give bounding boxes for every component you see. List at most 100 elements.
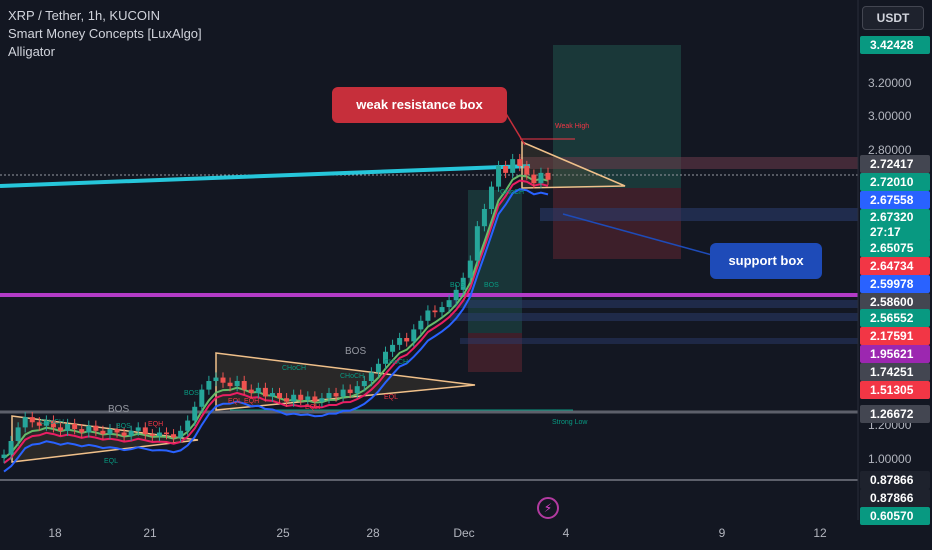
candle-body [347,389,353,394]
x-tick-label: 18 [48,526,62,540]
candle-body [100,430,106,435]
smc-annotation: EQH [305,404,320,411]
smc-annotation: CHoCH [40,419,64,426]
price-label: 2.67558 [860,191,930,209]
candle-body [15,427,21,441]
smc-annotation: BOS [345,346,366,357]
candle-body [531,174,537,184]
candle-body [72,424,78,430]
price-label: 2.58600 [860,293,930,311]
candle-body [213,377,219,381]
y-tick-label: 3.20000 [868,76,912,90]
candle-body [192,406,198,421]
indicator-label-alligator[interactable]: Alligator [8,44,55,59]
alligator-lines [3,174,549,473]
candle-body [114,429,120,433]
candle-body [510,159,516,173]
candles [1,153,551,464]
x-tick-label: 4 [562,526,570,540]
price-label-value: 2.72010 [870,175,914,189]
candle-body [305,396,311,400]
candle-body [368,372,374,381]
candle-body [86,425,92,433]
candle-body [156,432,162,436]
candle-body [121,432,127,436]
candle-body [319,398,325,402]
lightning-icon[interactable]: ⚡ [537,497,559,519]
candle-body [227,382,233,387]
smc-annotation: BOS [184,390,199,397]
smc-annotation: BOS [108,404,129,415]
price-label: 2.72417 [860,155,930,173]
candle-body [163,432,169,435]
smc-annotation: CHoCH [340,373,364,380]
candle-body [65,424,71,431]
candle-body [524,166,530,175]
price-label: 1.95621 [860,345,930,363]
price-label: 1.74251 [860,363,930,381]
candle-body [8,441,14,455]
candle-body [545,172,551,180]
candle-body [467,260,473,278]
countdown-timer: 27:17 [870,225,901,239]
support-zone-band-2 [450,300,858,308]
y-tick-label: 1.00000 [868,452,912,466]
candle-body [425,310,431,321]
candle-body [107,429,113,435]
smc-annotation: EQL [384,394,398,401]
candle-body [517,159,523,166]
price-label: 3.42428 [860,36,930,54]
smc-annotations: BOS BOS BOS BOS BOS BOS CHoCH CHoCH CHoCH CHoCH CH… [40,123,589,465]
price-label: 1.26672 [860,405,930,423]
currency-button[interactable]: USDT [862,6,924,30]
candle-body [291,394,297,402]
price-label-value: 1.95621 [870,347,914,361]
candle-body [220,377,226,383]
candle-body [248,389,254,394]
candle-body [312,396,318,402]
support-zone-band-4 [460,338,858,344]
candle-body [269,393,275,397]
candle-body [503,166,509,173]
candle-body [333,393,339,397]
smc-annotation: Weak High [555,123,589,130]
price-label: 1.51305 [860,381,930,399]
candle-body [326,393,332,399]
smc-annotation: EQH [244,398,259,405]
candle-body [481,209,487,227]
candle-body [128,430,134,436]
price-label-value: 2.59978 [870,277,914,291]
candle-body [277,393,283,399]
x-tick-label: 12 [813,526,827,540]
price-label-value: 0.60570 [870,509,914,523]
smc-annotation: BOS [450,282,465,289]
candle-body [397,338,403,345]
symbol-title[interactable]: XRP / Tether, 1h, KUCOIN [8,8,160,23]
support-pointer [562,213,713,256]
risk-box-upper [553,188,681,259]
candle-body [453,289,459,301]
support-zone-band-3 [450,313,858,321]
support-callout: support box [710,243,822,279]
candle-body [340,389,346,397]
price-label-value: 2.64734 [870,259,914,273]
price-label: 0.87866 [860,471,930,489]
price-label-value: 0.87866 [870,473,914,487]
candle-body [496,166,502,187]
smc-annotation: CHoCH [500,189,524,196]
resistance-zone-band [520,157,858,169]
candle-body [262,387,268,397]
price-label-value: 2.17591 [870,329,914,343]
smc-annotation: EQH [148,421,163,428]
candle-body [58,427,64,431]
alligator-lips [3,174,549,459]
x-tick-label: 25 [276,526,290,540]
indicator-label-smc[interactable]: Smart Money Concepts [LuxAlgo] [8,26,202,41]
candle-body [390,344,396,352]
candle-body [29,417,35,423]
candle-body [241,381,247,390]
smc-annotation: BOS [484,282,499,289]
y-tick-label: 3.00000 [868,109,912,123]
x-tick-label: Dec [453,526,475,540]
